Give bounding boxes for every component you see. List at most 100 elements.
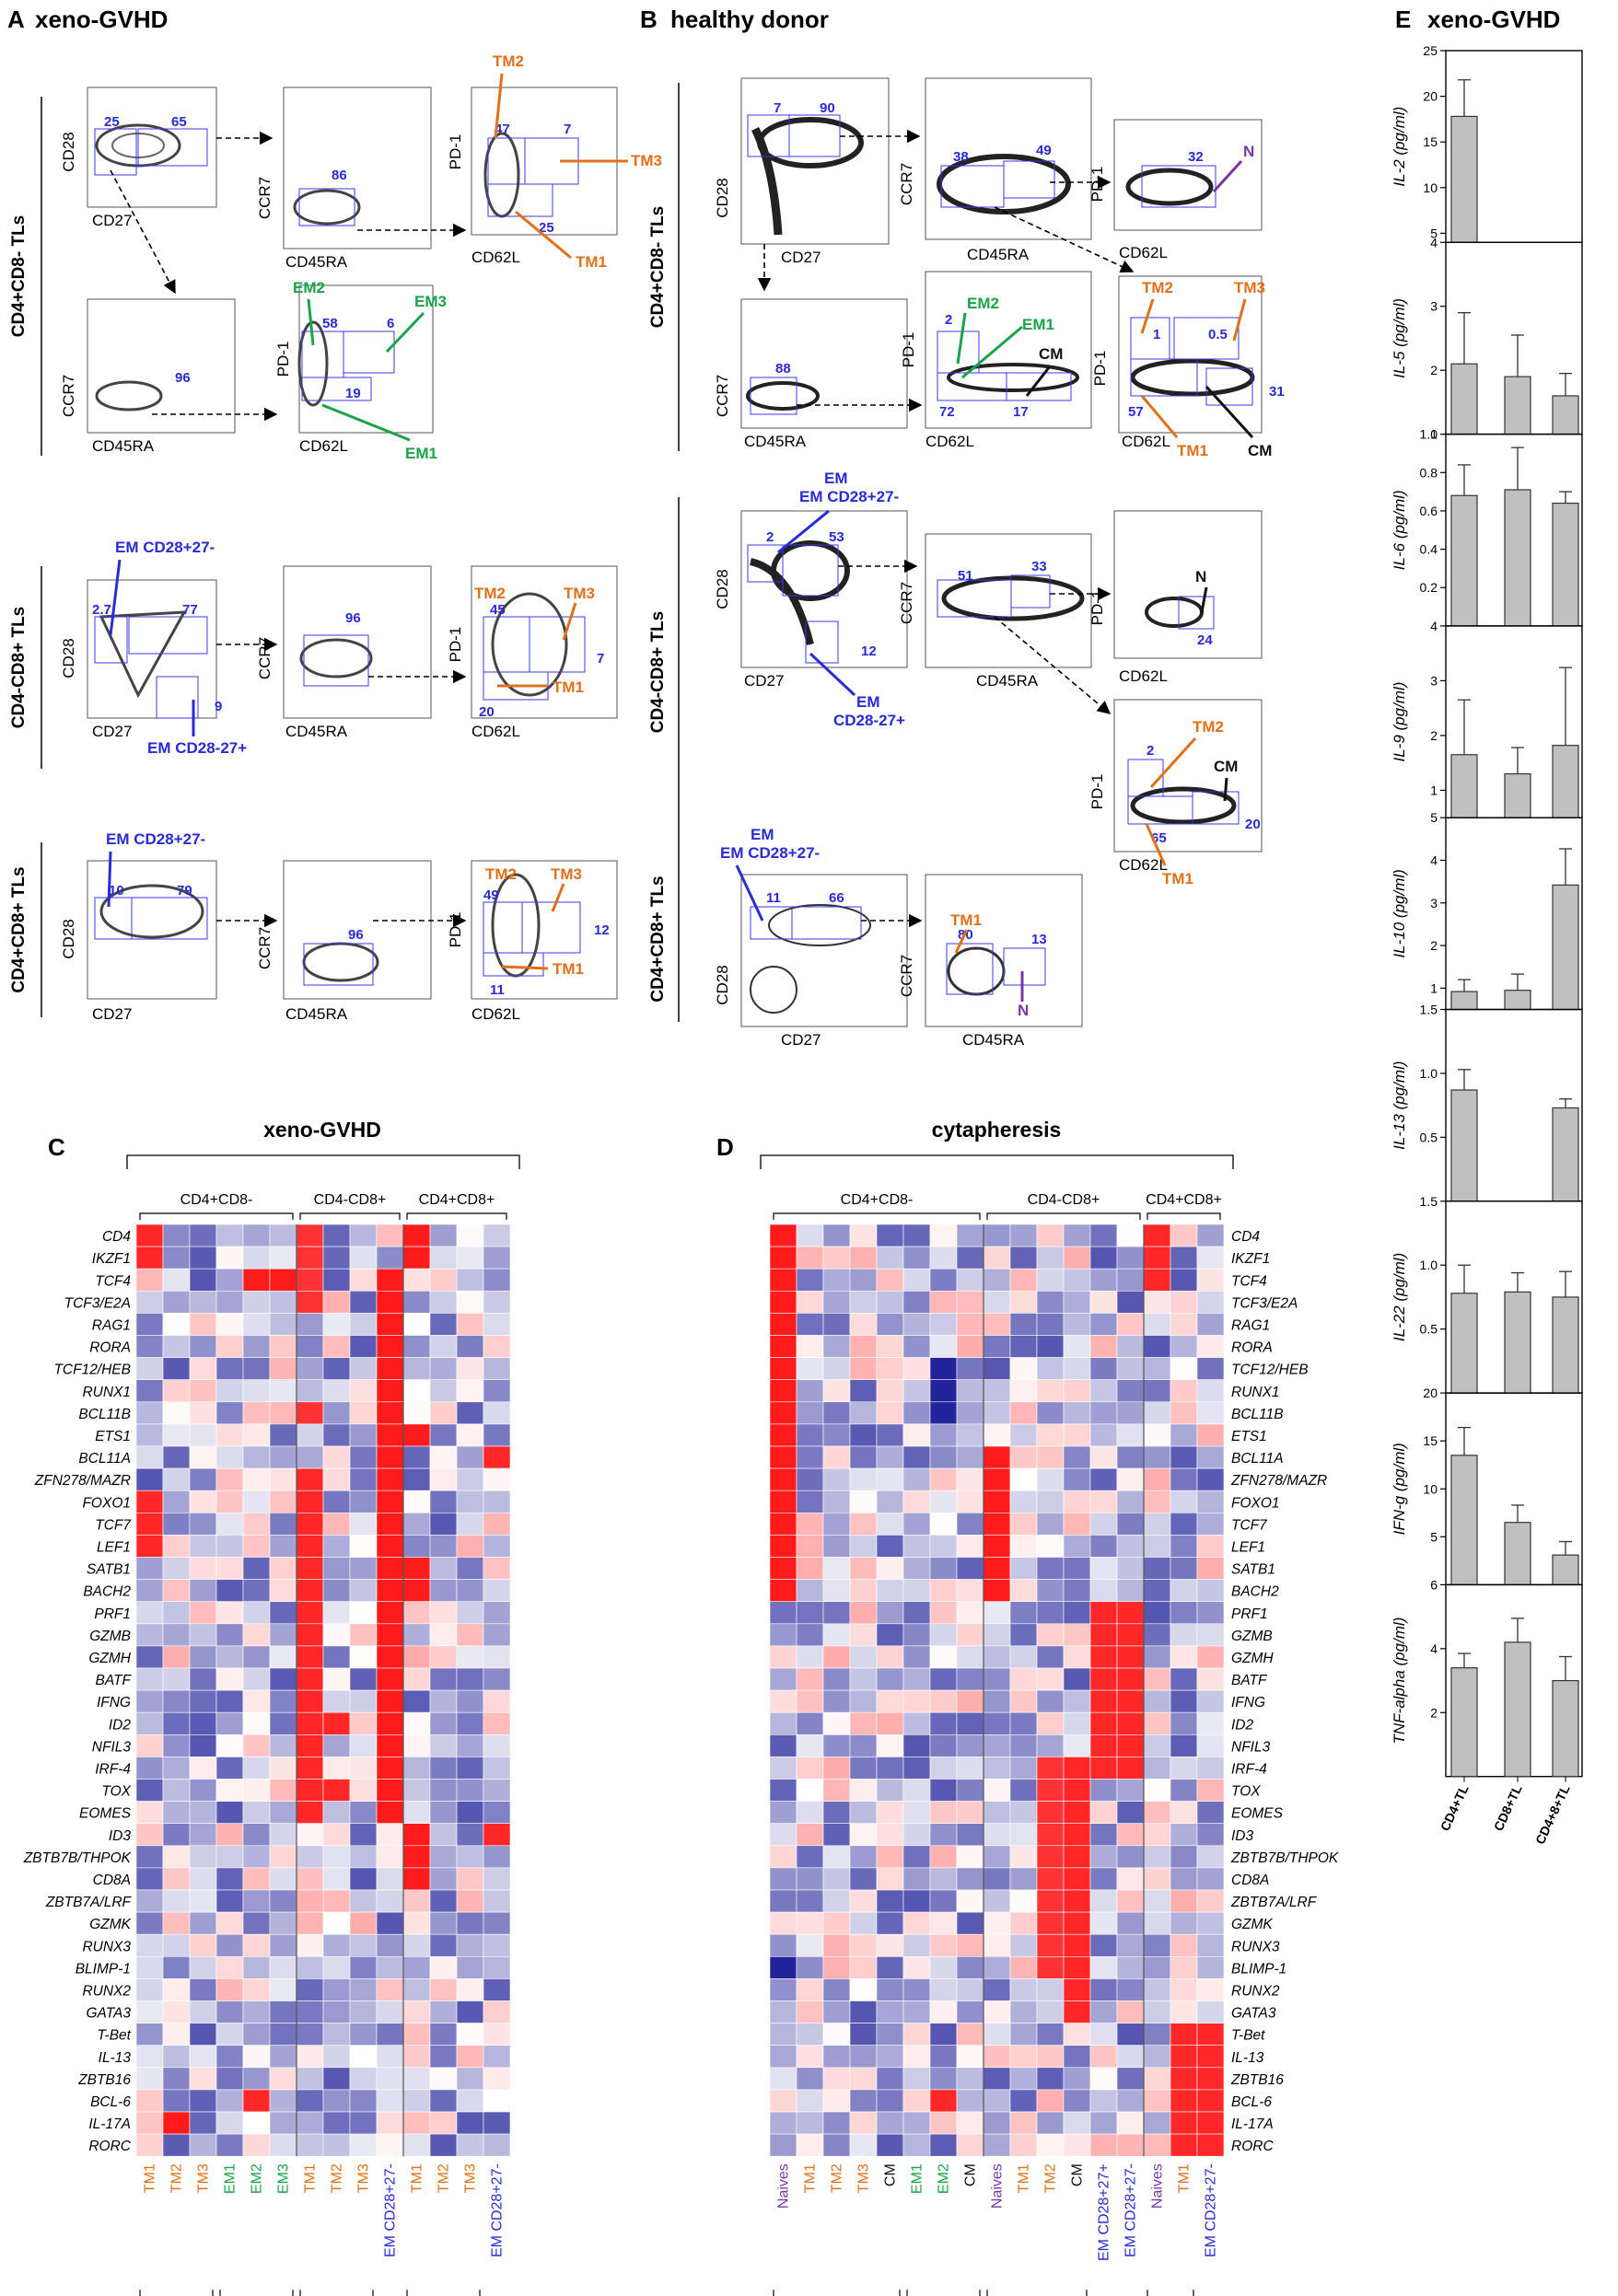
tick-label: 0.2 [1420,580,1438,595]
heat-cell [269,1490,297,1513]
num: 65 [171,114,187,130]
heat-cell [1143,1490,1171,1513]
tick-label: 4 [1430,619,1438,633]
heat-cell [1089,1801,1118,1824]
heat-cell [483,1246,511,1270]
num: 2 [945,312,952,328]
heat-cell [162,1956,191,1979]
heat-cell [322,2023,351,2047]
heat-cell [376,1689,404,1713]
y-axis-label: IL-6 (pg/ml) [1391,490,1408,570]
heat-cell [929,2089,958,2113]
heat-cell [242,1490,271,1513]
gate-label: TM1 [553,678,584,696]
gene-label: ETS1 [95,1429,131,1444]
heat-cell [1063,1978,1091,2001]
heat-cell [296,1313,324,1336]
heat-cell [242,1689,271,1713]
heat-cell [456,1379,484,1403]
axis-label: CD28 [60,919,77,958]
heat-cell [956,1623,984,1647]
axis-label: CD27 [781,1031,821,1049]
bar [1552,1296,1579,1394]
heat-cell [242,1291,271,1314]
heat-cell [135,1645,164,1669]
heat-cell [1089,1645,1118,1669]
tick-label: 2 [1430,728,1438,743]
heat-cell [1116,2089,1145,2113]
heat-cell [956,1445,984,1469]
tick-label: 10 [1423,1481,1438,1496]
heat-cell [215,1445,244,1469]
heat-cell [849,2045,878,2069]
heat-cell [1143,1357,1171,1380]
heat-cell [902,1535,931,1558]
heat-cell [296,2023,324,2047]
heat-cell [1089,1978,1118,2001]
heat-cell [929,1513,958,1536]
heat-cell [1170,1557,1198,1580]
heat-cell [402,1867,431,1891]
heat-cell [402,2067,431,2091]
heat-cell [162,1689,191,1713]
bar [1552,395,1579,435]
heat-cell [1196,1667,1225,1691]
heat-cell [215,2045,244,2069]
heat-cell [349,1601,378,1625]
heat-cell [1036,1956,1065,1979]
bar [1552,884,1579,1011]
heat-cell [456,1490,484,1513]
heat-cell [956,2089,984,2113]
heat-cell [769,2133,797,2157]
y-axis-label: IL-22 (pg/ml) [1391,1253,1408,1341]
heat-cell [1089,1779,1118,1802]
gate-label: TM1 [950,911,982,929]
heat-cell [876,2045,904,2069]
heat-cell [189,1246,217,1270]
heat-cell [956,2111,984,2135]
column-label: TM1 [803,2163,819,2193]
heat-cell [242,1423,271,1447]
bar [1504,1641,1531,1778]
heat-cell [796,1623,824,1647]
heat-cell [1009,1845,1038,1869]
heat-cell [1009,2133,1038,2157]
heat-cell [429,1535,458,1558]
tick-label: 1.0 [1420,1258,1438,1272]
heat-cell [135,1911,164,1935]
heat-cell [1143,1268,1171,1292]
heat-cell [189,1268,217,1292]
heat-cell [402,1689,431,1713]
heat-cell [769,1889,797,1913]
column-label: CM [1070,2163,1086,2186]
heat-cell [1143,1445,1171,1469]
gene-label: RUNX1 [1231,1385,1280,1400]
heat-cell [269,1579,297,1602]
heat-cell [983,1667,1011,1691]
gate-label: TM2 [1142,279,1173,296]
axis-label: CD28 [60,132,77,171]
axis-label: PD-1 [1088,590,1106,626]
column-label: TM2 [830,2163,845,2193]
heat-cell [402,2089,431,2113]
heat-cell [429,2023,458,2047]
num: 96 [348,927,364,943]
heat-cell [402,1379,431,1403]
heat-cell [376,1268,404,1292]
heat-cell [1063,1867,1091,1891]
heat-cell [376,1978,404,2001]
heat-cell [769,1689,797,1713]
gate-label: CM [1039,345,1063,363]
heat-cell [956,1801,984,1824]
heat-cell [215,1601,244,1625]
heat-cell [429,1623,458,1647]
heat-cell [929,1978,958,2001]
gene-label: GZMH [1231,1651,1274,1666]
gene-label: ZBTB7A/LRF [1230,1895,1318,1910]
heat-cell [822,1801,851,1824]
heat-cell [376,1757,404,1780]
heat-cell [1063,1734,1091,1757]
heat-cell [876,1223,904,1247]
heat-cell [135,1845,164,1869]
heat-cell [849,1801,878,1824]
